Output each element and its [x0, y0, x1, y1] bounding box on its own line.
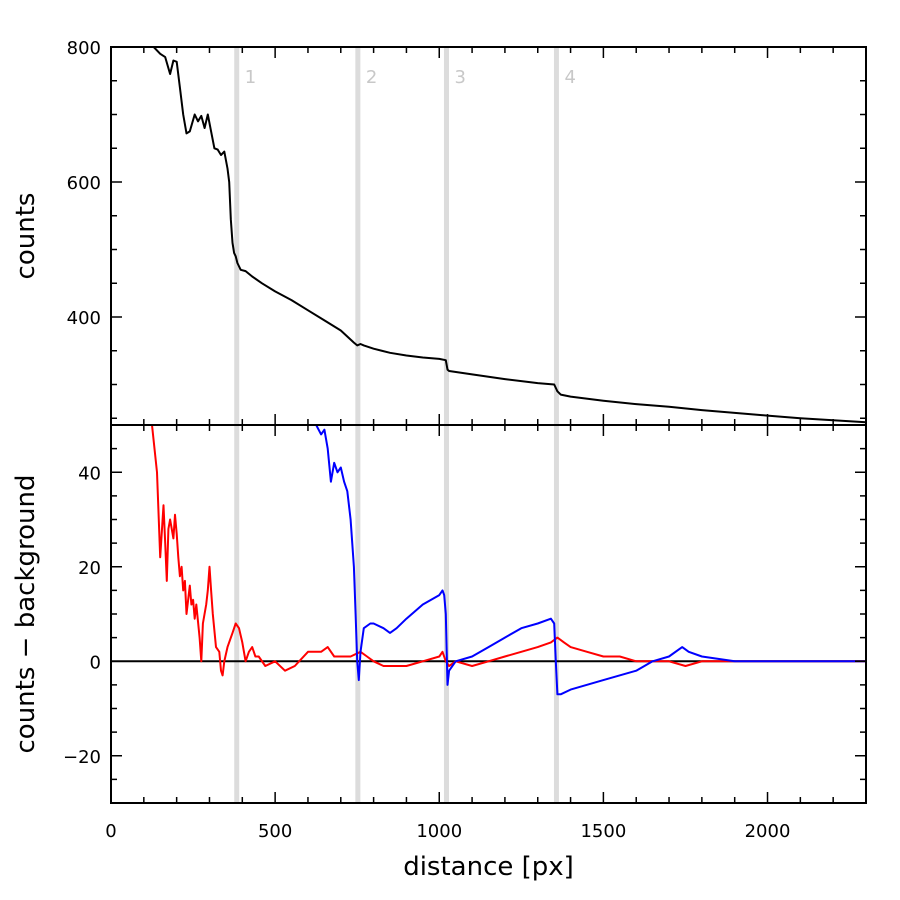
y-axis-title: counts: [11, 193, 41, 280]
x-tick-label: 2000: [745, 821, 791, 842]
marker-label: 3: [454, 67, 465, 88]
x-tick-label: 1000: [416, 821, 462, 842]
x-axis-title: distance [px]: [403, 852, 574, 882]
y-tick-label: 400: [67, 308, 101, 329]
y-tick-label: 600: [67, 173, 101, 194]
series-line-0: [152, 47, 866, 424]
y-tick-label: 40: [78, 463, 101, 484]
y-tick-label: 800: [67, 38, 101, 59]
y-axis-title: counts − background: [11, 475, 41, 754]
y-tick-label: 20: [78, 558, 101, 579]
plot-frame: [110, 424, 867, 804]
x-tick-label: 0: [105, 821, 116, 842]
marker-label: 1: [245, 67, 256, 88]
y-tick-label: 0: [90, 652, 101, 673]
series-line-0: [151, 425, 866, 677]
marker-label: 2: [366, 67, 377, 88]
series-line-1: [315, 425, 866, 696]
x-tick-label: 1500: [580, 821, 626, 842]
marker-label: 4: [564, 67, 575, 88]
bottom-panel: −20 0 20 40 0 500 1000 1500 2000 counts − backgro…: [11, 424, 867, 882]
plot-frame: [110, 46, 867, 426]
y-tick-label: −20: [63, 747, 101, 768]
x-tick-label: 500: [258, 821, 292, 842]
top-panel: 1 2 3 4 400 600 800 counts: [11, 38, 867, 426]
